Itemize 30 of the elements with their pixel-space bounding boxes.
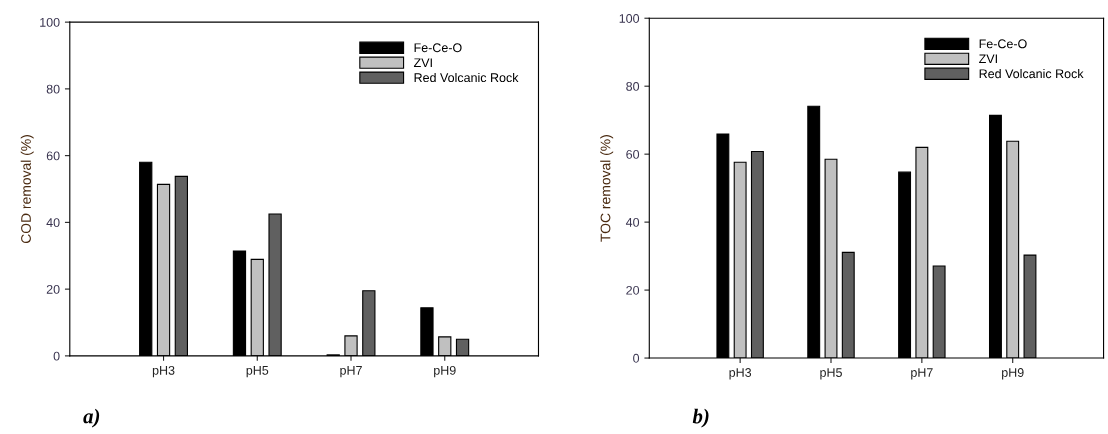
y-tick-label: 20 (46, 284, 60, 294)
x-tick-label: pH9 (434, 365, 456, 378)
y-axis-title: COD removal (%) (20, 135, 34, 244)
legend-label: Red Volcanic Rock (414, 72, 519, 83)
y-tick-label: 0 (633, 353, 640, 363)
x-tick-label: pH5 (820, 368, 842, 380)
x-tick-label: pH3 (729, 368, 752, 380)
legend-label: ZVI (413, 58, 432, 67)
x-tick-label: pH7 (340, 366, 362, 378)
y-axis-title: TOC removal (%) (600, 135, 614, 242)
y-tick-label: 60 (626, 149, 640, 159)
x-tick-label: pH5 (246, 366, 269, 378)
text: a) (83, 408, 100, 428)
y-tick-label: 20 (626, 285, 640, 295)
legend-label: Fe-Ce-O (414, 43, 462, 53)
y-tick-label: 40 (625, 217, 640, 227)
y-tick-label: 60 (46, 151, 60, 161)
y-tick-label: 80 (626, 81, 640, 91)
text: b) (692, 408, 709, 428)
legend-label: Fe-Ce-O (979, 39, 1027, 49)
legend-label: Red Volcanic Rock (979, 68, 1084, 79)
x-tick-label: pH7 (911, 368, 933, 380)
x-tick-label: pH3 (152, 365, 175, 378)
y-tick-label: 40 (46, 218, 60, 228)
x-tick-label: pH9 (1002, 368, 1024, 380)
y-tick-label: 80 (46, 84, 60, 94)
legend-label: ZVI (979, 54, 997, 64)
y-tick-label: 0 (53, 351, 60, 361)
y-tick-label: 100 (619, 14, 640, 23)
y-tick-label: 100 (40, 17, 60, 27)
